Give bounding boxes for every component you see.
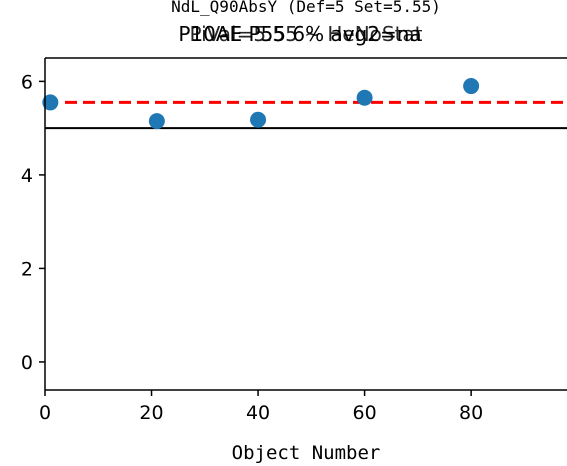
chart-title: NdL_Q90AbsY (Def=5 Set=5.55) P10AE P55 6…	[171, 0, 441, 46]
plot-area	[42, 57, 567, 391]
data-point	[250, 111, 267, 128]
data-point	[463, 78, 480, 95]
x-axis: 0 20 40 60 80	[39, 390, 483, 424]
x-tick-label: 60	[352, 402, 376, 424]
y-tick-label: 2	[21, 258, 33, 280]
data-point	[42, 94, 59, 111]
chart-title-line-1: NdL_Q90AbsY (Def=5 Set=5.55)	[171, 0, 441, 16]
y-tick-label: 4	[21, 165, 33, 187]
x-axis-label: Object Number	[232, 442, 381, 464]
x-tick-label: 40	[246, 402, 270, 424]
y-axis: 0 2 4 6	[21, 71, 45, 374]
y-tick-label: 0	[21, 352, 33, 374]
data-point	[356, 89, 373, 106]
data-point	[148, 113, 165, 130]
x-tick-label: 80	[459, 402, 483, 424]
chart-title-line-2: P10AE P55 6% avg2=na	[178, 22, 421, 46]
y-tick-label: 6	[21, 71, 33, 93]
x-tick-label: 20	[139, 402, 163, 424]
x-tick-label: 0	[39, 402, 51, 424]
chart-title-line-3: PiVal=5.55 ~ HeNoStat	[189, 22, 422, 46]
